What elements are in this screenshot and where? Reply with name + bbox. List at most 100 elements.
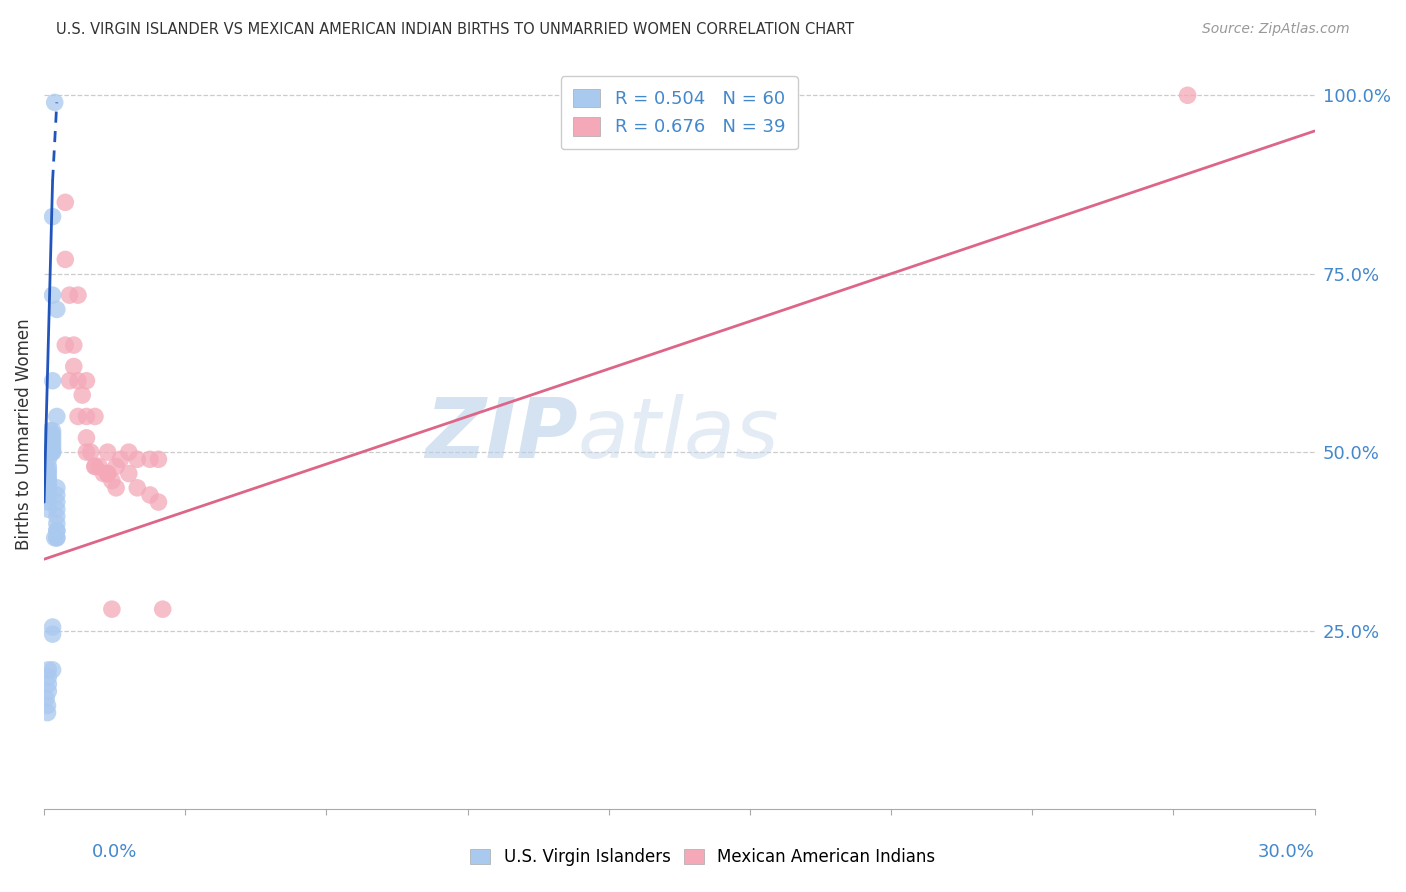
Point	[58, 288, 80, 302]
Point	[45, 524, 67, 538]
Point	[70, 388, 93, 402]
Point	[39, 438, 62, 452]
Point	[66, 374, 89, 388]
Point	[45, 531, 67, 545]
Point	[97, 467, 120, 481]
Legend: U.S. Virgin Islanders, Mexican American Indians: U.S. Virgin Islanders, Mexican American …	[463, 840, 943, 875]
Point	[41, 427, 63, 442]
Point	[118, 467, 141, 481]
Text: U.S. VIRGIN ISLANDER VS MEXICAN AMERICAN INDIAN BIRTHS TO UNMARRIED WOMEN CORREL: U.S. VIRGIN ISLANDER VS MEXICAN AMERICAN…	[56, 22, 855, 37]
Point	[41, 663, 63, 677]
Point	[39, 445, 62, 459]
Point	[93, 467, 115, 481]
Point	[37, 481, 59, 495]
Y-axis label: Births to Unmarried Women: Births to Unmarried Women	[15, 318, 32, 550]
Point	[44, 531, 66, 545]
Point	[37, 502, 59, 516]
Text: 0.0%: 0.0%	[91, 843, 136, 861]
Point	[37, 474, 59, 488]
Point	[37, 445, 59, 459]
Point	[62, 338, 84, 352]
Text: atlas: atlas	[578, 393, 779, 475]
Point	[37, 670, 59, 684]
Text: ZIP: ZIP	[425, 393, 578, 475]
Point	[127, 452, 149, 467]
Point	[39, 445, 62, 459]
Point	[53, 195, 76, 210]
Point	[75, 374, 97, 388]
Legend: R = 0.504   N = 60, R = 0.676   N = 39: R = 0.504 N = 60, R = 0.676 N = 39	[561, 76, 799, 149]
Point	[97, 445, 120, 459]
Point	[101, 474, 124, 488]
Point	[37, 452, 59, 467]
Point	[41, 288, 63, 302]
Point	[127, 481, 149, 495]
Point	[105, 481, 128, 495]
Point	[53, 252, 76, 267]
Point	[37, 477, 59, 491]
Point	[37, 684, 59, 698]
Point	[84, 459, 107, 474]
Point	[41, 445, 63, 459]
Point	[37, 663, 59, 677]
Point	[45, 524, 67, 538]
Point	[44, 95, 66, 110]
Point	[37, 470, 59, 484]
Point	[148, 495, 170, 509]
Point	[101, 602, 124, 616]
Point	[97, 467, 120, 481]
Point	[37, 481, 59, 495]
Point	[66, 288, 89, 302]
Point	[45, 516, 67, 531]
Point	[37, 459, 59, 474]
Point	[45, 488, 67, 502]
Point	[75, 431, 97, 445]
Point	[110, 452, 132, 467]
Point	[35, 691, 58, 706]
Point	[105, 459, 128, 474]
Point	[58, 374, 80, 388]
Point	[41, 431, 63, 445]
Point	[84, 459, 107, 474]
Point	[37, 484, 59, 499]
Point	[41, 210, 63, 224]
Point	[45, 531, 67, 545]
Point	[139, 488, 162, 502]
Point	[89, 459, 111, 474]
Point	[37, 463, 59, 477]
Point	[41, 442, 63, 456]
Point	[148, 452, 170, 467]
Point	[39, 431, 62, 445]
Point	[45, 509, 67, 524]
Point	[37, 477, 59, 491]
Text: 30.0%: 30.0%	[1258, 843, 1315, 861]
Point	[41, 627, 63, 641]
Point	[53, 338, 76, 352]
Point	[41, 374, 63, 388]
Point	[37, 677, 59, 691]
Point	[45, 481, 67, 495]
Point	[1177, 88, 1199, 103]
Point	[45, 409, 67, 424]
Point	[41, 424, 63, 438]
Point	[41, 434, 63, 449]
Point	[37, 484, 59, 499]
Point	[39, 424, 62, 438]
Point	[41, 445, 63, 459]
Point	[66, 409, 89, 424]
Text: Source: ZipAtlas.com: Source: ZipAtlas.com	[1202, 22, 1350, 37]
Point	[37, 481, 59, 495]
Point	[45, 495, 67, 509]
Point	[37, 488, 59, 502]
Point	[41, 620, 63, 634]
Point	[84, 409, 107, 424]
Point	[45, 302, 67, 317]
Point	[37, 495, 59, 509]
Point	[37, 488, 59, 502]
Point	[45, 502, 67, 516]
Point	[37, 698, 59, 713]
Point	[37, 488, 59, 502]
Point	[62, 359, 84, 374]
Point	[37, 474, 59, 488]
Point	[152, 602, 174, 616]
